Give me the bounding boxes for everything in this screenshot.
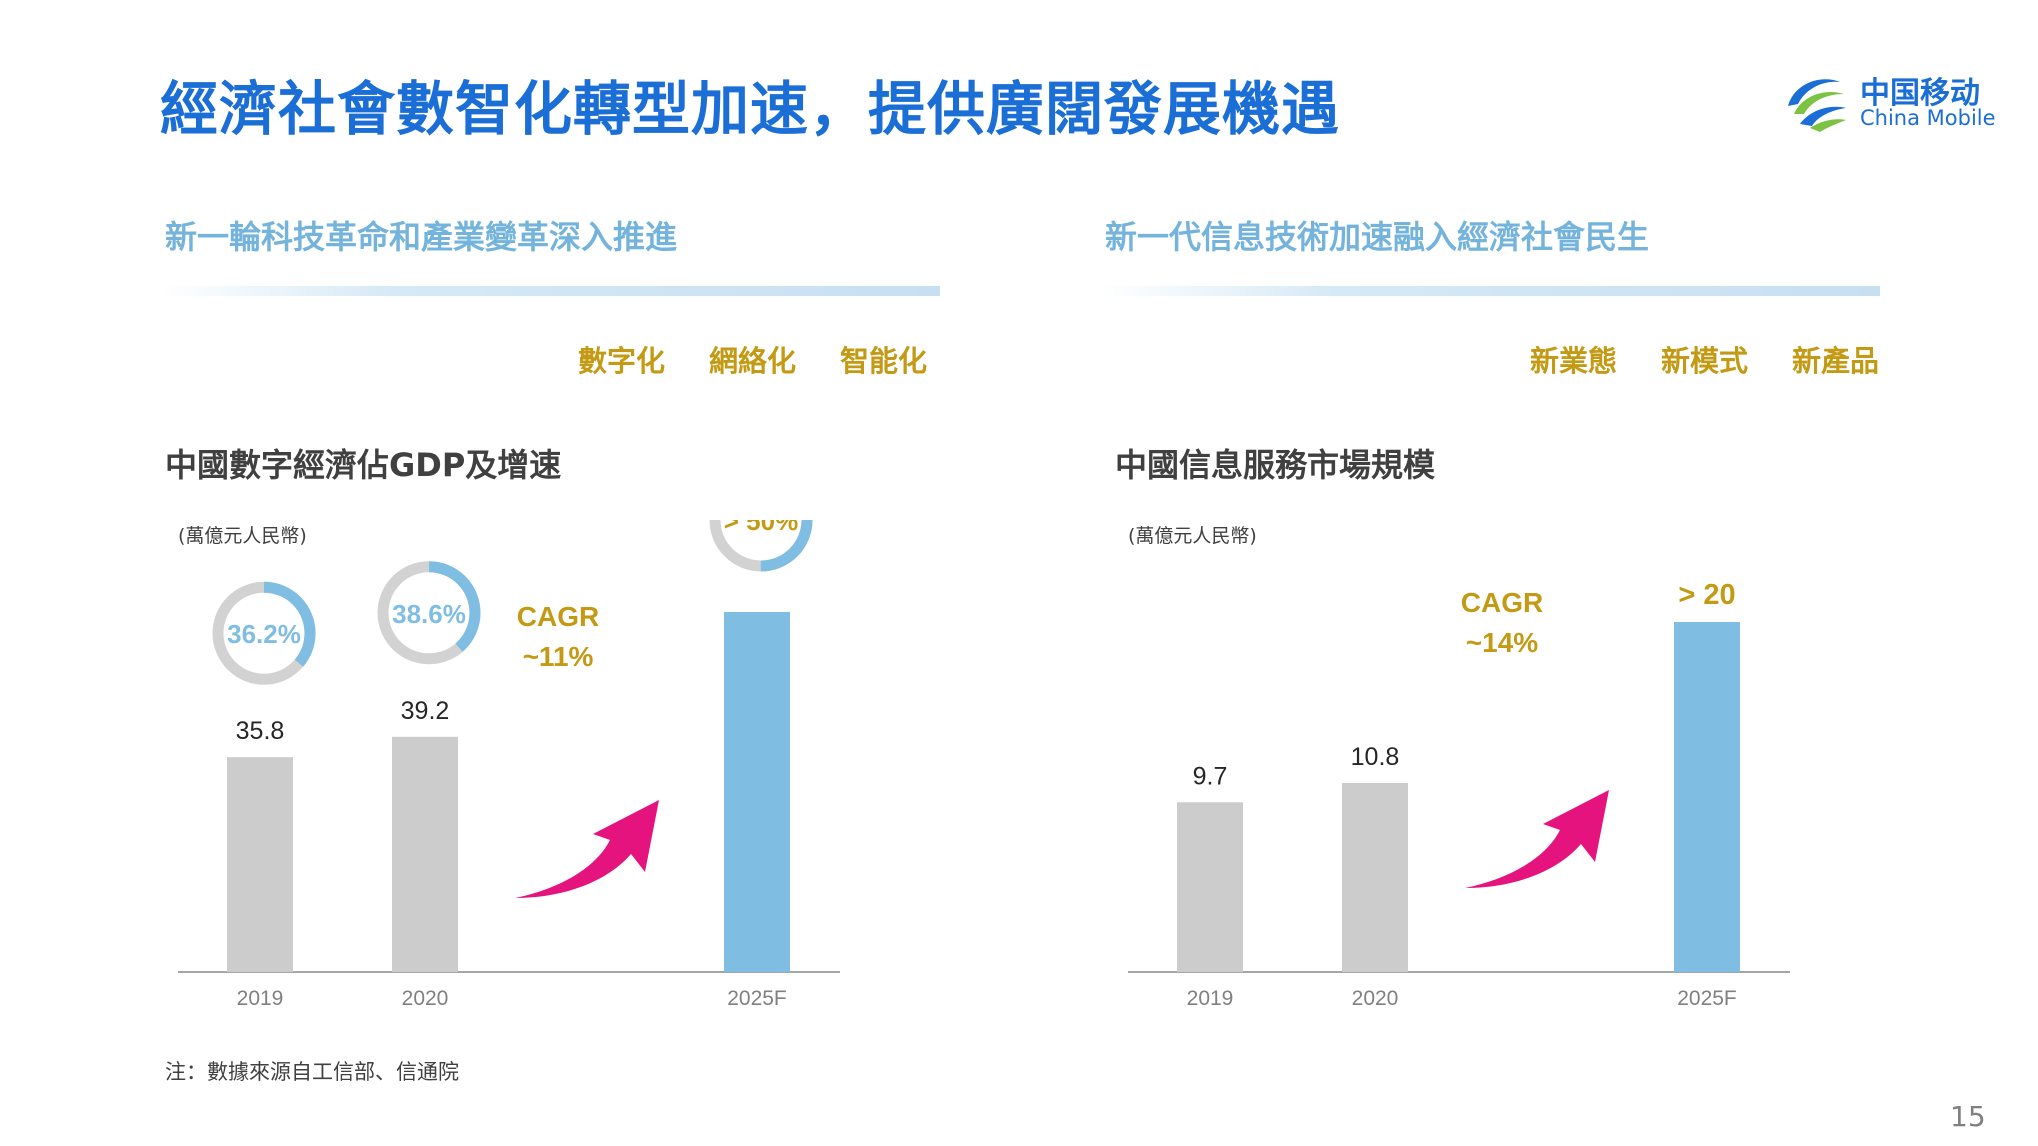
- chart-unit-left: (萬億元人民幣): [178, 525, 307, 547]
- left-ring-progress-2019: [212, 581, 316, 685]
- left-cagr-label-line-0: CAGR: [517, 601, 599, 632]
- section-divider-right: [1100, 286, 1880, 296]
- left-tick-label-2020: 2020: [402, 987, 449, 1010]
- page-number: 15: [1950, 1100, 1986, 1133]
- tag-new-model: 新模式: [1661, 344, 1749, 378]
- left-value-label-2020: 39.2: [401, 697, 450, 725]
- left-value-label-2019: 35.8: [236, 717, 285, 745]
- chart-digital-economy: 2019 35.8 2020 39.2 2025F 36.2% 38.6% > 50% CAGR…: [178, 520, 840, 1010]
- left-ring-label-2019: 36.2%: [227, 619, 301, 649]
- chart-title-left: 中國數字經濟佔GDP及增速: [165, 446, 562, 484]
- right-value-label-2019: 9.7: [1193, 762, 1228, 790]
- right-bar-2020: [1342, 783, 1408, 972]
- left-tick-label-2019: 2019: [237, 987, 284, 1010]
- left-ring-progress-2020: [377, 561, 481, 665]
- tag-new-business: 新業態: [1530, 344, 1618, 378]
- right-cagr-label-line-1: ~14%: [1466, 627, 1538, 658]
- left-bar-2025F: [724, 612, 790, 972]
- right-value-label-2020: 10.8: [1351, 743, 1400, 771]
- right-tick-label-2019: 2019: [1187, 987, 1234, 1010]
- left-tick-label-2025F: 2025F: [727, 987, 787, 1010]
- right-cagr-label-line-0: CAGR: [1461, 587, 1543, 618]
- section-heading-left: 新一輪科技革命和產業變革深入推進: [165, 218, 678, 256]
- page-title: 經濟社會數智化轉型加速，提供廣闊發展機遇: [160, 75, 1341, 143]
- china-mobile-logo: 中国移动 China Mobile: [1780, 62, 2000, 142]
- tag-intelligence: 智能化: [840, 344, 928, 378]
- right-bar-2019: [1177, 802, 1243, 972]
- tag-digitalization: 數字化: [578, 344, 666, 378]
- tag-new-product: 新產品: [1792, 344, 1880, 378]
- right-bar-2025F: [1674, 622, 1740, 972]
- right-tick-label-2020: 2020: [1352, 987, 1399, 1010]
- left-ring-label-2025F: > 50%: [724, 520, 798, 536]
- left-cagr-label-line-1: ~11%: [523, 641, 594, 672]
- tag-networking: 網絡化: [709, 344, 797, 378]
- source-note: 注：數據來源自工信部、信通院: [165, 1060, 459, 1084]
- left-ring-label-2020: 38.6%: [392, 599, 466, 629]
- section-divider-left: [160, 286, 940, 296]
- right-value-label-2025F: > 20: [1678, 579, 1735, 611]
- tags-right: 新業態 新模式 新產品: [1530, 338, 1879, 380]
- left-ring-progress-2025F: [709, 520, 813, 572]
- logo-english-name: China Mobile: [1860, 106, 1996, 130]
- left-bar-2020: [392, 736, 458, 972]
- chart-title-right: 中國信息服務市場規模: [1115, 446, 1436, 484]
- section-heading-right: 新一代信息技術加速融入經濟社會民生: [1105, 218, 1650, 256]
- chart-info-service-market: 2019 9.7 2020 10.8 2025F > 20 CAGR ~14%: [1128, 579, 1790, 1010]
- tags-left: 數字化 網絡化 智能化: [578, 338, 927, 380]
- logo-chinese-name: 中国移动: [1860, 76, 1980, 111]
- right-growth-arrow: [1465, 790, 1609, 888]
- left-growth-arrow: [515, 800, 659, 898]
- chart-unit-right: (萬億元人民幣): [1128, 525, 1257, 547]
- right-tick-label-2025F: 2025F: [1677, 987, 1737, 1010]
- china-mobile-logo-icon: [1788, 79, 1846, 132]
- left-bar-2019: [227, 757, 293, 972]
